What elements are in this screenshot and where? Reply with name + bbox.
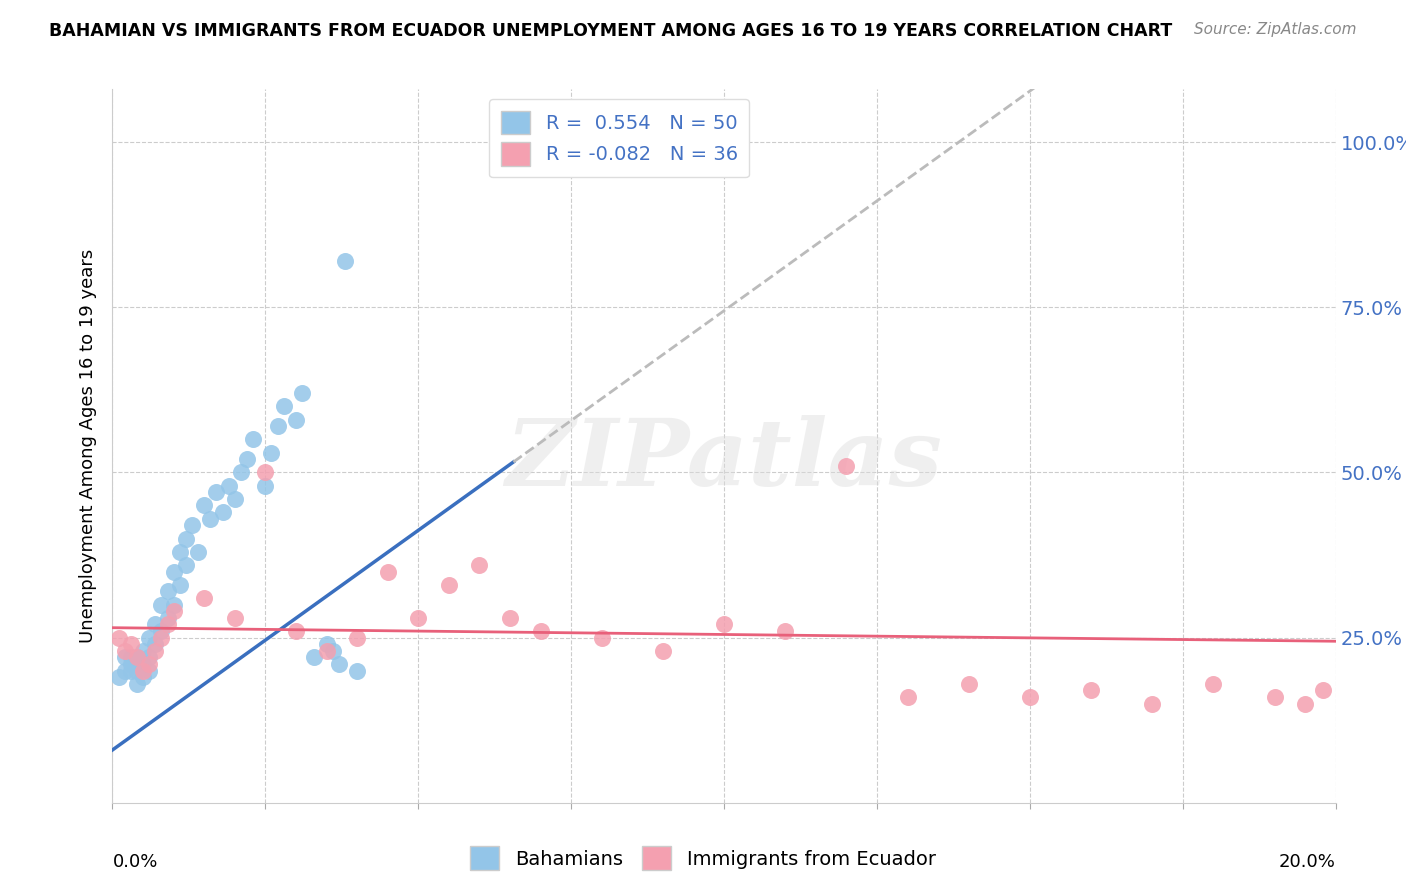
Point [224,611,246,625]
Point [143,644,166,658]
Point [284,624,308,638]
Point [835,458,858,473]
Point [304,650,326,665]
Point [1142,697,1164,711]
Point [1080,683,1102,698]
Point [224,491,246,506]
Point [156,611,179,625]
Point [1264,690,1286,704]
Point [143,637,166,651]
Point [775,624,797,638]
Point [322,644,344,658]
Point [150,598,173,612]
Point [156,617,179,632]
Point [205,485,228,500]
Point [333,254,356,268]
Point [163,604,186,618]
Point [114,664,136,678]
Point [1294,697,1316,711]
Point [284,412,308,426]
Point [229,466,252,480]
Point [156,584,179,599]
Point [218,478,240,492]
Point [328,657,350,671]
Point [138,664,160,678]
Point [652,644,675,658]
Point [132,664,155,678]
Point [346,631,368,645]
Point [346,664,368,678]
Point [957,677,980,691]
Point [499,611,522,625]
Point [530,624,553,638]
Point [107,631,129,645]
Point [132,657,155,671]
Point [1312,683,1334,698]
Text: Source: ZipAtlas.com: Source: ZipAtlas.com [1194,22,1357,37]
Point [163,565,186,579]
Point [291,386,314,401]
Point [315,644,337,658]
Point [143,617,166,632]
Point [114,650,136,665]
Point [125,677,148,691]
Point [200,511,222,525]
Text: 0.0%: 0.0% [112,853,157,871]
Point [138,650,160,665]
Point [163,598,186,612]
Point [468,558,491,572]
Point [437,578,460,592]
Text: ZIPatlas: ZIPatlas [506,416,942,505]
Point [120,637,142,651]
Point [897,690,920,704]
Point [193,499,215,513]
Point [260,445,283,459]
Point [591,631,613,645]
Text: 20.0%: 20.0% [1279,853,1336,871]
Point [315,637,337,651]
Point [132,644,155,658]
Point [138,657,160,671]
Point [120,664,142,678]
Point [125,650,148,665]
Point [266,419,288,434]
Point [193,591,215,605]
Point [150,631,173,645]
Text: BAHAMIAN VS IMMIGRANTS FROM ECUADOR UNEMPLOYMENT AMONG AGES 16 TO 19 YEARS CORRE: BAHAMIAN VS IMMIGRANTS FROM ECUADOR UNEM… [49,22,1173,40]
Point [107,670,129,684]
Legend: Bahamians, Immigrants from Ecuador: Bahamians, Immigrants from Ecuador [463,838,943,878]
Point [174,532,197,546]
Point [211,505,233,519]
Point [713,617,735,632]
Y-axis label: Unemployment Among Ages 16 to 19 years: Unemployment Among Ages 16 to 19 years [79,249,97,643]
Point [242,433,264,447]
Point [120,657,142,671]
Point [174,558,197,572]
Point [120,650,142,665]
Point [169,578,191,592]
Point [254,478,277,492]
Point [114,644,136,658]
Point [236,452,259,467]
Point [125,650,148,665]
Point [1018,690,1040,704]
Point [408,611,430,625]
Point [169,545,191,559]
Point [254,466,277,480]
Point [1202,677,1225,691]
Point [138,631,160,645]
Point [273,400,295,414]
Point [181,518,204,533]
Point [125,664,148,678]
Point [187,545,209,559]
Point [132,670,155,684]
Point [150,624,173,638]
Point [377,565,399,579]
Legend: R =  0.554   N = 50, R = -0.082   N = 36: R = 0.554 N = 50, R = -0.082 N = 36 [489,99,749,178]
